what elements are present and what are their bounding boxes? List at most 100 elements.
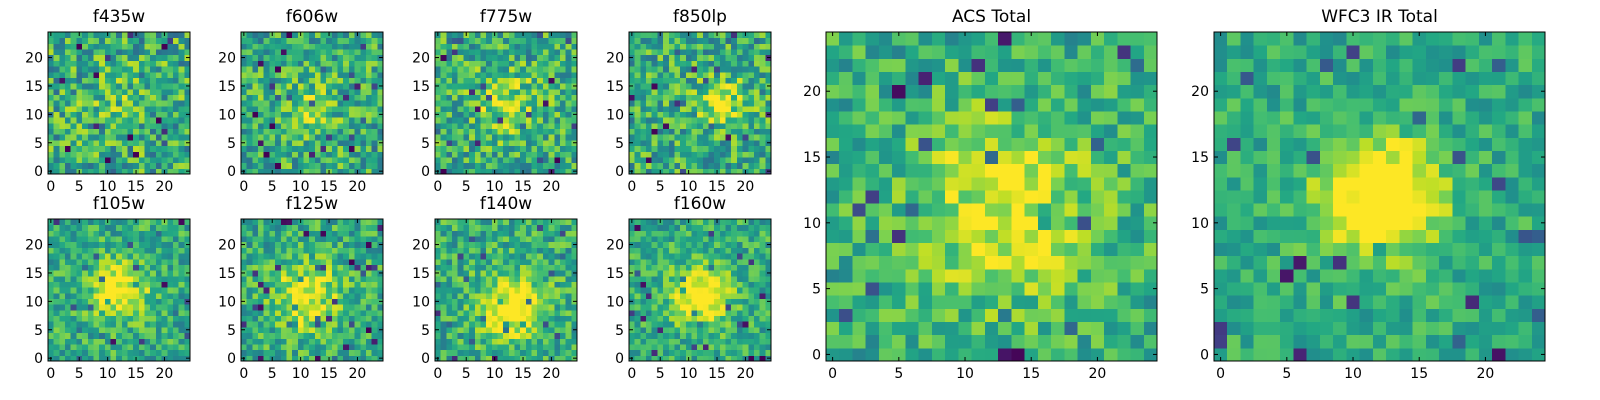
- heatmap-cell: [269, 332, 276, 339]
- heatmap-cell: [178, 49, 185, 56]
- heatmap-cell: [263, 77, 270, 84]
- heatmap-cell: [525, 66, 533, 73]
- heatmap-cell: [263, 49, 270, 56]
- heatmap-cell: [138, 270, 146, 277]
- heatmap-cell: [708, 77, 715, 84]
- heatmap-cell: [497, 162, 504, 169]
- heatmap-cell: [497, 128, 504, 135]
- heatmap-cell: [491, 145, 498, 152]
- heatmap-cell: [554, 32, 561, 39]
- heatmap-cell: [548, 326, 555, 334]
- heatmap-cell: [377, 77, 384, 84]
- heatmap-cell: [331, 134, 339, 141]
- heatmap-cell: [70, 60, 77, 67]
- heatmap-cell: [241, 88, 248, 95]
- heatmap-cell: [360, 134, 367, 141]
- heatmap-cell: [59, 332, 66, 339]
- heatmap-cell: [531, 241, 538, 248]
- heatmap-cell: [343, 309, 350, 317]
- heatmap-cell: [440, 236, 447, 243]
- heatmap-cell: [697, 43, 704, 50]
- heatmap-cell: [759, 321, 766, 328]
- heatmap-cell: [286, 83, 293, 90]
- heatmap-cell: [269, 71, 276, 78]
- heatmap-cell: [348, 83, 356, 90]
- heatmap-cell: [297, 94, 304, 101]
- heatmap-cell: [326, 100, 333, 107]
- heatmap-cell: [753, 117, 761, 124]
- heatmap-cell: [354, 338, 361, 345]
- heatmap-cell: [269, 162, 276, 169]
- heatmap-cell: [121, 287, 129, 294]
- heatmap-cell: [452, 37, 459, 44]
- heatmap-cell: [59, 139, 66, 147]
- heatmap-cell: [172, 139, 180, 147]
- heatmap-cell: [725, 77, 732, 84]
- heatmap-cell: [680, 343, 687, 351]
- heatmap-cell: [331, 258, 339, 265]
- heatmap-cell: [714, 275, 721, 282]
- heatmap-cell: [565, 287, 572, 294]
- heatmap-cell: [708, 292, 715, 300]
- heatmap-cell: [736, 134, 744, 141]
- heatmap-cell: [651, 117, 658, 124]
- heatmap-cell: [297, 241, 304, 248]
- heatmap-cell: [343, 77, 350, 84]
- heatmap-cell: [725, 156, 732, 164]
- heatmap-cell: [377, 105, 384, 113]
- heatmap-cell: [167, 94, 174, 101]
- heatmap-cell: [759, 343, 766, 351]
- heatmap-cell: [263, 247, 270, 254]
- heatmap-cell: [508, 37, 516, 44]
- heatmap-cell: [759, 60, 766, 67]
- heatmap-cell: [365, 270, 373, 277]
- heatmap-cell: [491, 71, 498, 78]
- heatmap-cell: [309, 60, 316, 67]
- heatmap-cell: [155, 54, 163, 61]
- heatmap-cell: [565, 281, 572, 288]
- heatmap-cell: [303, 247, 310, 254]
- heatmap-cell: [343, 32, 350, 39]
- heatmap-cell: [491, 258, 498, 265]
- heatmap-cell: [354, 117, 361, 124]
- heatmap-cell: [742, 88, 749, 95]
- heatmap-cell: [309, 349, 316, 356]
- heatmap-cell: [731, 349, 738, 356]
- heatmap-cell: [497, 236, 504, 243]
- heatmap-cell: [680, 32, 687, 39]
- heatmap-cell: [525, 230, 533, 237]
- heatmap-cell: [76, 122, 83, 130]
- heatmap-cell: [167, 77, 174, 84]
- heatmap-cell: [82, 151, 89, 158]
- heatmap-cell: [53, 253, 60, 260]
- heatmap-cell: [354, 83, 361, 90]
- heatmap-cell: [486, 258, 493, 265]
- heatmap-cell: [309, 326, 316, 334]
- heatmap-cell: [309, 275, 316, 282]
- heatmap-cell: [571, 134, 578, 141]
- heatmap-cell: [138, 253, 146, 260]
- heatmap-cell: [474, 292, 481, 300]
- heatmap-cell: [93, 258, 100, 265]
- heatmap-cell: [446, 128, 453, 135]
- heatmap-cell: [365, 219, 373, 226]
- heatmap-cell: [571, 247, 578, 254]
- heatmap-cell: [138, 139, 146, 147]
- heatmap-cell: [452, 77, 459, 84]
- heatmap-cell: [65, 270, 72, 277]
- heatmap-cell: [360, 326, 367, 334]
- heatmap-cell: [646, 60, 653, 67]
- heatmap-cell: [155, 224, 163, 231]
- heatmap-cell: [138, 309, 146, 317]
- heatmap-cell: [377, 128, 384, 135]
- heatmap-cell: [474, 349, 481, 356]
- heatmap-cell: [474, 309, 481, 317]
- heatmap-cell: [70, 168, 77, 175]
- heatmap-cell: [508, 122, 516, 130]
- heatmap-cell: [685, 298, 692, 305]
- heatmap-cell: [365, 100, 373, 107]
- heatmap-cell: [110, 287, 117, 294]
- heatmap-cell: [360, 321, 367, 328]
- heatmap-cell: [371, 247, 378, 254]
- heatmap-cell: [520, 111, 527, 118]
